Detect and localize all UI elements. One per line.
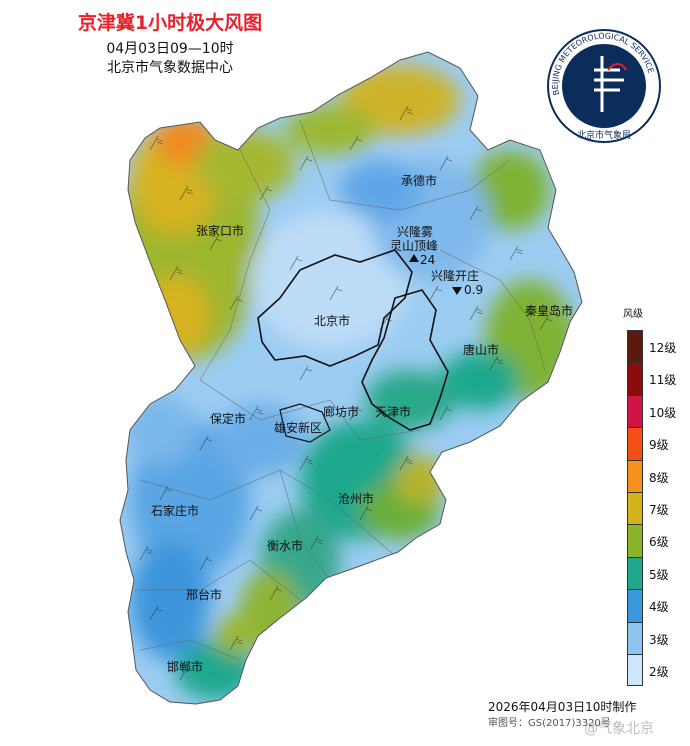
station-wulingshan-value: 24 <box>420 253 436 267</box>
map-approval-number: 审图号：GS(2017)3320号 <box>488 718 611 729</box>
legend-item: 7级 <box>627 491 669 525</box>
city-label-shijiazhuang: 石家庄市 <box>151 504 200 518</box>
legend-label: 5级 <box>649 567 669 582</box>
legend-item: 6级 <box>627 524 669 557</box>
bms-logo: BEIJING METEOROLOGICAL SERVICE 北京市气象局 <box>544 26 664 150</box>
city-label-qinhuangdao: 秦皇岛市 <box>525 304 574 318</box>
watermark: @气象北京 <box>584 721 654 737</box>
city-label-baoding: 保定市 <box>210 412 247 426</box>
city-label-zhangjiakou: 张家口市 <box>196 224 245 238</box>
legend-label: 2级 <box>649 664 669 679</box>
map-title: 京津冀1小时极大风图 <box>77 12 263 34</box>
legend-item: 10级 <box>627 394 676 428</box>
legend-item: 4级 <box>627 589 669 622</box>
city-label-chengde: 承德市 <box>401 174 438 188</box>
legend-label: 11级 <box>649 373 677 388</box>
legend-item: 8级 <box>627 459 669 492</box>
map-organization: 北京市气象数据中心 <box>107 60 233 76</box>
city-label-xiongan: 雄安新区 <box>274 421 323 435</box>
city-label-langfang: 廊坊市 <box>323 405 360 419</box>
station-kaizhuang-name: 兴隆开庄 <box>431 269 480 283</box>
legend-item: 5级 <box>627 556 669 590</box>
city-label-tianjin: 天津市 <box>375 405 412 419</box>
city-label-beijing: 北京市 <box>314 314 351 328</box>
production-time: 2026年04月03日10时制作 <box>488 700 637 714</box>
legend-item: 3级 <box>627 621 669 654</box>
city-label-hengshui: 衡水市 <box>267 539 304 553</box>
legend-item: 11级 <box>627 362 676 395</box>
legend-label: 4级 <box>649 600 669 615</box>
city-label-tangshan: 唐山市 <box>463 343 500 357</box>
legend-item: 2级 <box>627 653 669 687</box>
legend-label: 7级 <box>649 502 669 517</box>
legend-title: 风级 <box>623 309 643 320</box>
city-label-xingtai: 邢台市 <box>186 588 223 602</box>
legend-item: 12级 <box>627 330 676 363</box>
legend-label: 8级 <box>649 470 669 485</box>
city-label-cangzhou: 沧州市 <box>338 492 375 506</box>
legend-label: 10级 <box>649 405 677 420</box>
legend-label: 9级 <box>649 438 669 453</box>
map-time: 04月03日09—10时 <box>106 41 234 57</box>
legend-label: 3级 <box>649 632 669 647</box>
station-wulingshan-line1: 兴隆雾 <box>397 225 434 239</box>
logo-bottom-text: 北京市气象局 <box>577 129 631 141</box>
legend-label: 6级 <box>649 535 669 550</box>
legend-label: 12级 <box>649 341 677 355</box>
wind-level-legend: 12级 11级 10级 9级 8级 7级 6级 5级 4级 3级 2级 <box>627 330 676 687</box>
station-wulingshan-line2: 灵山顶峰 <box>390 239 439 253</box>
station-kaizhuang-value: 0.9 <box>464 283 484 297</box>
legend-item: 9级 <box>627 427 669 460</box>
city-label-handan: 邯郸市 <box>167 660 204 674</box>
